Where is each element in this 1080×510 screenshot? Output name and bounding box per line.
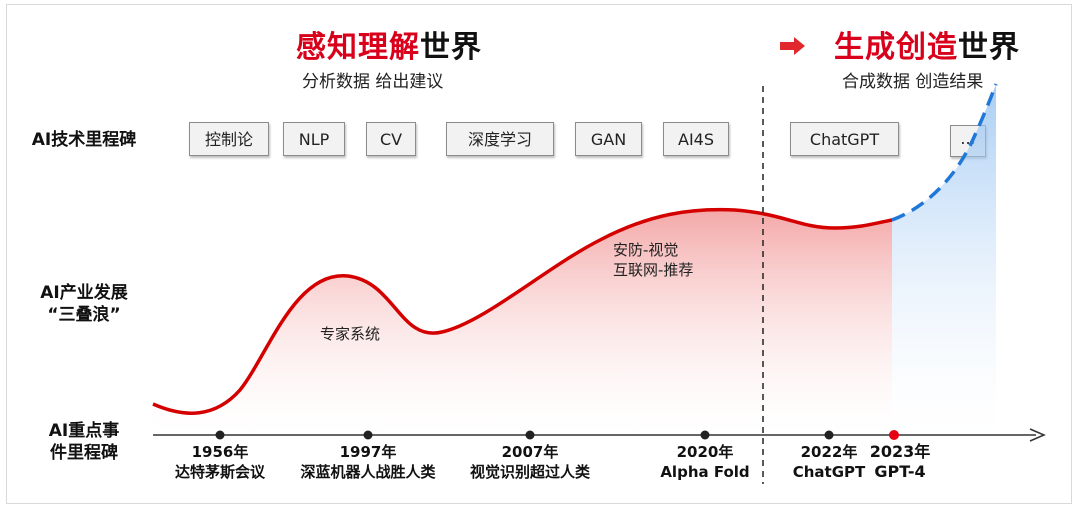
- event-dot-2007: [525, 430, 535, 440]
- industry-wave-curve: [152, 207, 893, 415]
- row-label-events: AI重点事 件里程碑: [48, 421, 120, 463]
- header-left-title: 感知理解世界: [296, 30, 482, 65]
- event-1997: 1997年 深蓝机器人战胜人类: [300, 443, 436, 481]
- milestone-box-chatgpt: ChatGPT: [790, 122, 899, 156]
- event-dot-2020: [700, 430, 710, 440]
- event-2020: 2020年 Alpha Fold: [660, 443, 750, 481]
- event-1956: 1956年 达特茅斯会议: [174, 443, 266, 481]
- event-dot-2022: [824, 430, 834, 440]
- milestone-box-ai4s: AI4S: [663, 122, 729, 156]
- row-label-tech: AI技术里程碑: [31, 130, 137, 150]
- milestone-box-gan: GAN: [575, 122, 642, 156]
- milestone-box-cybernetics: 控制论: [189, 122, 269, 156]
- milestone-box-nlp: NLP: [283, 122, 345, 156]
- future-wave-area: [892, 84, 996, 435]
- header-right-title: 生成创造世界: [834, 30, 1020, 65]
- event-dot-1997: [363, 430, 373, 440]
- industry-wave-area: [153, 209, 892, 435]
- row-label-industry: AI产业发展 “三叠浪”: [40, 283, 128, 325]
- event-2023: 2023年 GPT-4: [869, 442, 931, 481]
- event-dot-2023: [889, 430, 899, 440]
- timeline-arrowhead: [1029, 428, 1046, 442]
- arrow-right-icon: [780, 37, 805, 55]
- event-2022: 2022年 ChatGPT: [792, 443, 866, 481]
- wave-note-expert-systems: 专家系统: [320, 325, 381, 343]
- header-right-subtitle: 合成数据 创造结果: [842, 72, 984, 92]
- future-wave-curve: [891, 83, 998, 222]
- header-left-subtitle: 分析数据 给出建议: [302, 72, 444, 92]
- milestone-box-cv: CV: [366, 122, 416, 156]
- event-dot-1956: [215, 430, 225, 440]
- milestone-box-deep-learning: 深度学习: [446, 122, 554, 156]
- event-2007: 2007年 视觉识别超过人类: [469, 443, 591, 481]
- wave-note-applications: 安防-视觉 互联网-推荐: [613, 241, 694, 279]
